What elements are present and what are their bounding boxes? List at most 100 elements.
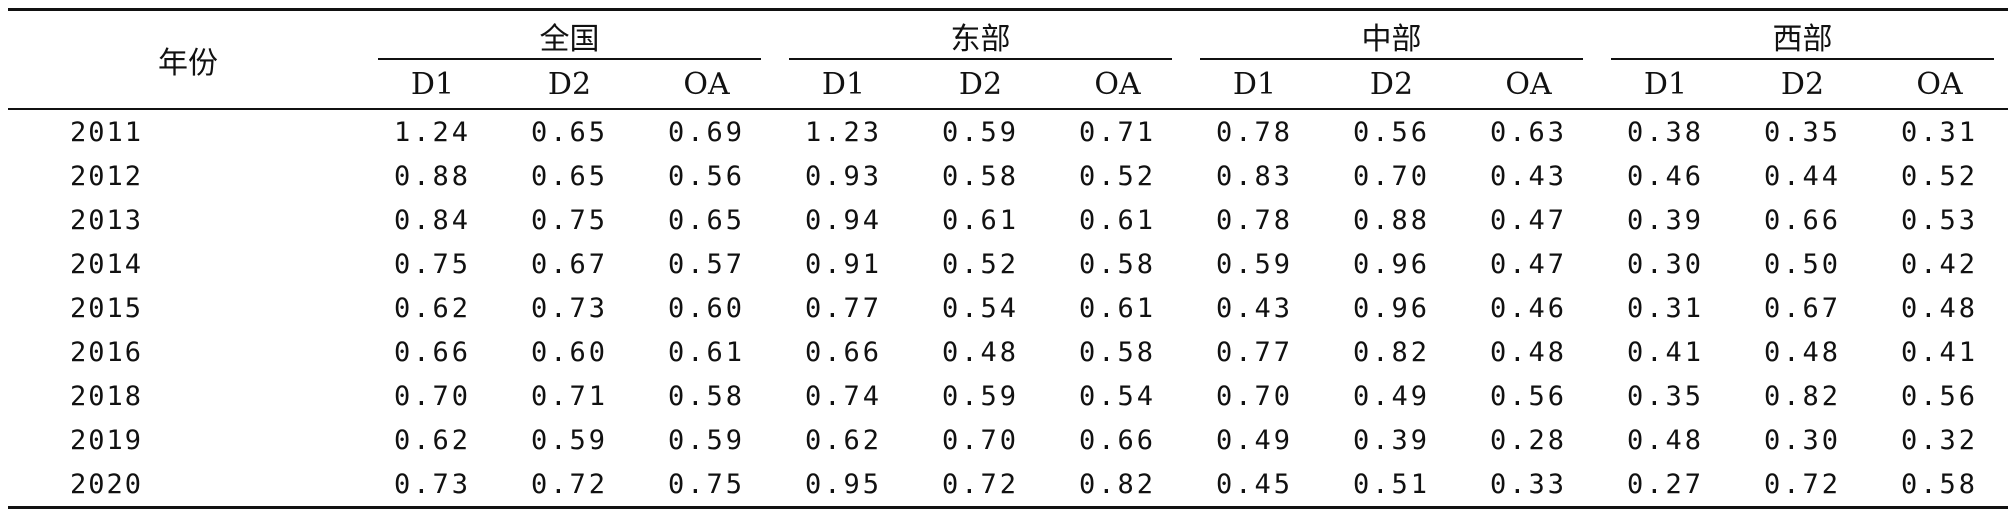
value-cell: 0.57 <box>667 248 746 280</box>
value-cell: 0.70 <box>1352 160 1431 192</box>
value-cell: 0.59 <box>1215 248 1294 280</box>
sub-column-header: D1 <box>775 60 912 110</box>
value-cell: 0.54 <box>1078 380 1157 412</box>
value-cell: 0.73 <box>530 292 609 324</box>
value-cell: 0.67 <box>1763 292 1842 324</box>
value-cell: 0.58 <box>1078 336 1157 368</box>
table-row: 2018 0.70 0.71 0.58 0.74 0.59 0.54 0.70 0.49 0.56… <box>8 374 2008 418</box>
value-cell: 0.48 <box>1763 336 1842 368</box>
year-cell: 2018 <box>70 380 144 412</box>
value-cell: 0.61 <box>667 336 746 368</box>
group-header: 中部 <box>1186 8 1597 60</box>
value-cell: 0.43 <box>1215 292 1294 324</box>
value-cell: 0.59 <box>941 380 1020 412</box>
value-cell: 0.32 <box>1900 424 1979 456</box>
sub-header-row: D1 D2 OA D1 D2 OA D1 D2 OA D1 D2 OA <box>8 60 2008 110</box>
value-cell: 0.72 <box>501 462 638 509</box>
value-cell: 0.31 <box>1626 292 1705 324</box>
value-cell: 0.58 <box>1871 462 2008 509</box>
year-cell: 2013 <box>70 204 144 236</box>
value-cell: 0.71 <box>1078 116 1157 148</box>
value-cell: 0.66 <box>804 336 883 368</box>
value-cell: 1.24 <box>393 116 472 148</box>
value-cell: 0.82 <box>1049 462 1186 509</box>
value-cell: 0.70 <box>941 424 1020 456</box>
value-cell: 0.93 <box>804 160 883 192</box>
value-cell: 0.62 <box>393 292 472 324</box>
value-cell: 0.70 <box>393 380 472 412</box>
value-cell: 0.58 <box>941 160 1020 192</box>
sub-column-header: D1 <box>1597 60 1734 110</box>
value-cell: 0.75 <box>530 204 609 236</box>
value-cell: 0.48 <box>1900 292 1979 324</box>
year-cell: 2019 <box>70 424 144 456</box>
value-cell: 0.66 <box>393 336 472 368</box>
value-cell: 0.56 <box>1900 380 1979 412</box>
table-row: 2015 0.62 0.73 0.60 0.77 0.54 0.61 0.43 0.96 0.46… <box>8 286 2008 330</box>
value-cell: 0.71 <box>530 380 609 412</box>
value-cell: 0.52 <box>941 248 1020 280</box>
value-cell: 0.62 <box>393 424 472 456</box>
value-cell: 0.88 <box>393 160 472 192</box>
table-row: 2011 1.24 0.65 0.69 1.23 0.59 0.71 0.78 0.56 0.63… <box>8 109 2008 154</box>
value-cell: 0.77 <box>1215 336 1294 368</box>
table-row: 2019 0.62 0.59 0.59 0.62 0.70 0.66 0.49 0.39 0.28… <box>8 418 2008 462</box>
value-cell: 0.46 <box>1626 160 1705 192</box>
value-cell: 0.78 <box>1215 116 1294 148</box>
sub-column-header: D2 <box>912 60 1049 110</box>
value-cell: 1.23 <box>804 116 883 148</box>
value-cell: 0.51 <box>1323 462 1460 509</box>
value-cell: 0.50 <box>1763 248 1842 280</box>
value-cell: 0.66 <box>1078 424 1157 456</box>
group-header-label: 中部 <box>1361 21 1422 57</box>
value-cell: 0.54 <box>941 292 1020 324</box>
value-cell: 0.48 <box>941 336 1020 368</box>
sub-column-header: D1 <box>1186 60 1323 110</box>
table-row: 2016 0.66 0.60 0.61 0.66 0.48 0.58 0.77 0.82 0.48… <box>8 330 2008 374</box>
value-cell: 0.65 <box>530 116 609 148</box>
value-cell: 0.75 <box>393 248 472 280</box>
table-row: 2014 0.75 0.67 0.57 0.91 0.52 0.58 0.59 0.96 0.47… <box>8 242 2008 286</box>
value-cell: 0.35 <box>1763 116 1842 148</box>
sub-column-header: OA <box>1460 60 1597 110</box>
value-cell: 0.41 <box>1900 336 1979 368</box>
value-cell: 0.47 <box>1489 248 1568 280</box>
value-cell: 0.66 <box>1763 204 1842 236</box>
value-cell: 0.65 <box>667 204 746 236</box>
value-cell: 0.31 <box>1900 116 1979 148</box>
sub-column-header: OA <box>638 60 775 110</box>
group-header: 西部 <box>1597 8 2008 60</box>
sub-column-header: D2 <box>1734 60 1871 110</box>
value-cell: 0.77 <box>804 292 883 324</box>
value-cell: 0.94 <box>804 204 883 236</box>
value-cell: 0.56 <box>1352 116 1431 148</box>
group-header-label: 东部 <box>950 21 1011 57</box>
sub-column-header: D2 <box>1323 60 1460 110</box>
year-column-header: 年份 <box>8 8 364 110</box>
data-table-container: 年份 全国 东部 中部 西部 D1 D2 OA D1 D2 OA D1 D2 OA D1 D2 OA … <box>8 8 2008 509</box>
value-cell: 0.74 <box>804 380 883 412</box>
value-cell: 0.43 <box>1489 160 1568 192</box>
value-cell: 0.61 <box>1078 204 1157 236</box>
value-cell: 0.28 <box>1489 424 1568 456</box>
value-cell: 0.38 <box>1626 116 1705 148</box>
value-cell: 0.60 <box>530 336 609 368</box>
year-cell: 2015 <box>70 292 144 324</box>
value-cell: 0.58 <box>1078 248 1157 280</box>
value-cell: 0.27 <box>1597 462 1734 509</box>
sub-column-header: D2 <box>501 60 638 110</box>
table-body: 2011 1.24 0.65 0.69 1.23 0.59 0.71 0.78 0.56 0.63… <box>8 109 2008 509</box>
group-header-label: 西部 <box>1772 21 1833 57</box>
value-cell: 0.49 <box>1215 424 1294 456</box>
value-cell: 0.59 <box>530 424 609 456</box>
value-cell: 0.96 <box>1352 248 1431 280</box>
table-row: 2020 0.73 0.72 0.75 0.95 0.72 0.82 0.45 0.51 0.33… <box>8 462 2008 509</box>
value-cell: 0.61 <box>1078 292 1157 324</box>
value-cell: 0.52 <box>1900 160 1979 192</box>
value-cell: 0.46 <box>1489 292 1568 324</box>
value-cell: 0.59 <box>941 116 1020 148</box>
value-cell: 0.59 <box>667 424 746 456</box>
value-cell: 0.72 <box>1734 462 1871 509</box>
value-cell: 0.83 <box>1215 160 1294 192</box>
table-row: 2013 0.84 0.75 0.65 0.94 0.61 0.61 0.78 0.88 0.47… <box>8 198 2008 242</box>
